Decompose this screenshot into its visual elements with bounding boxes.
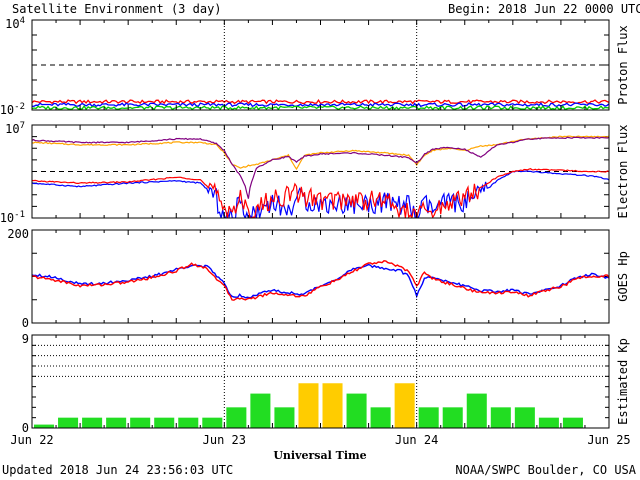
kp-bar bbox=[442, 407, 463, 428]
x-tick-label: Jun 23 bbox=[203, 433, 246, 447]
electron-series-line bbox=[32, 135, 609, 171]
y-tick-label-bottom: 10-2 bbox=[0, 102, 25, 117]
kp-bar bbox=[34, 424, 55, 428]
proton-series-line bbox=[32, 99, 609, 105]
electron-series-line bbox=[32, 168, 609, 218]
kp-bar bbox=[58, 417, 79, 428]
hp-series-line bbox=[32, 263, 609, 299]
y-axis-label: Estimated Kp bbox=[616, 338, 630, 425]
y-tick-label-top: 104 bbox=[5, 16, 25, 31]
kp-bar bbox=[82, 417, 103, 428]
y-axis-label: Electron Flux bbox=[616, 125, 630, 219]
kp-bar bbox=[202, 417, 223, 428]
kp-bar bbox=[298, 383, 319, 428]
electron-series-line bbox=[32, 136, 609, 199]
hp-series-line bbox=[32, 260, 609, 301]
kp-bar bbox=[130, 417, 151, 428]
panel-goes_hp: GOES Hp 200 0 bbox=[7, 227, 630, 330]
kp-bar bbox=[514, 407, 535, 428]
kp-bar bbox=[274, 407, 295, 428]
panel-frame bbox=[31, 229, 610, 324]
x-tick-label: Jun 22 bbox=[10, 433, 53, 447]
kp-bar bbox=[250, 393, 271, 428]
kp-bar bbox=[322, 383, 343, 428]
kp-bar bbox=[562, 417, 583, 428]
updated-timestamp: Updated 2018 Jun 24 23:56:03 UTC bbox=[2, 463, 233, 477]
y-tick-label-bottom: 0 bbox=[22, 316, 29, 330]
chart-title: Satellite Environment (3 day) bbox=[12, 2, 222, 16]
y-axis-label: Proton Flux bbox=[616, 25, 630, 104]
y-tick-label-top: 9 bbox=[22, 332, 29, 346]
credit-text: NOAA/SWPC Boulder, CO USA bbox=[455, 463, 636, 477]
x-axis-label: Universal Time bbox=[273, 449, 366, 462]
x-axis: Jun 22 Jun 23 Jun 24 Jun 25 bbox=[10, 433, 630, 447]
y-tick-label-top: 107 bbox=[5, 121, 25, 136]
kp-bar bbox=[226, 407, 247, 428]
kp-bar bbox=[418, 407, 439, 428]
kp-bar bbox=[346, 393, 367, 428]
x-tick-label: Jun 25 bbox=[587, 433, 630, 447]
kp-bar bbox=[490, 407, 511, 428]
panel-electron: Electron Flux 107 10-1 bbox=[0, 121, 630, 225]
panel-kp: Estimated Kp 9 0 bbox=[22, 332, 630, 435]
kp-bar bbox=[154, 417, 175, 428]
begin-label: Begin: bbox=[448, 2, 491, 16]
kp-bar bbox=[370, 407, 391, 428]
y-axis-label: GOES Hp bbox=[616, 251, 630, 302]
panel-proton: Proton Flux 104 10-2 bbox=[0, 16, 630, 117]
y-tick-label-bottom: 0 bbox=[22, 421, 29, 435]
kp-bar bbox=[538, 417, 559, 428]
y-tick-label-top: 200 bbox=[7, 227, 29, 241]
proton-series-line bbox=[32, 102, 609, 108]
x-tick-label: Jun 24 bbox=[395, 433, 438, 447]
begin-value: 2018 Jun 22 0000 UTC bbox=[498, 2, 640, 16]
kp-bar bbox=[106, 417, 127, 428]
y-tick-label-bottom: 10-1 bbox=[0, 210, 25, 225]
kp-bar bbox=[394, 383, 415, 428]
kp-bar bbox=[466, 393, 487, 428]
kp-bar bbox=[178, 417, 199, 428]
